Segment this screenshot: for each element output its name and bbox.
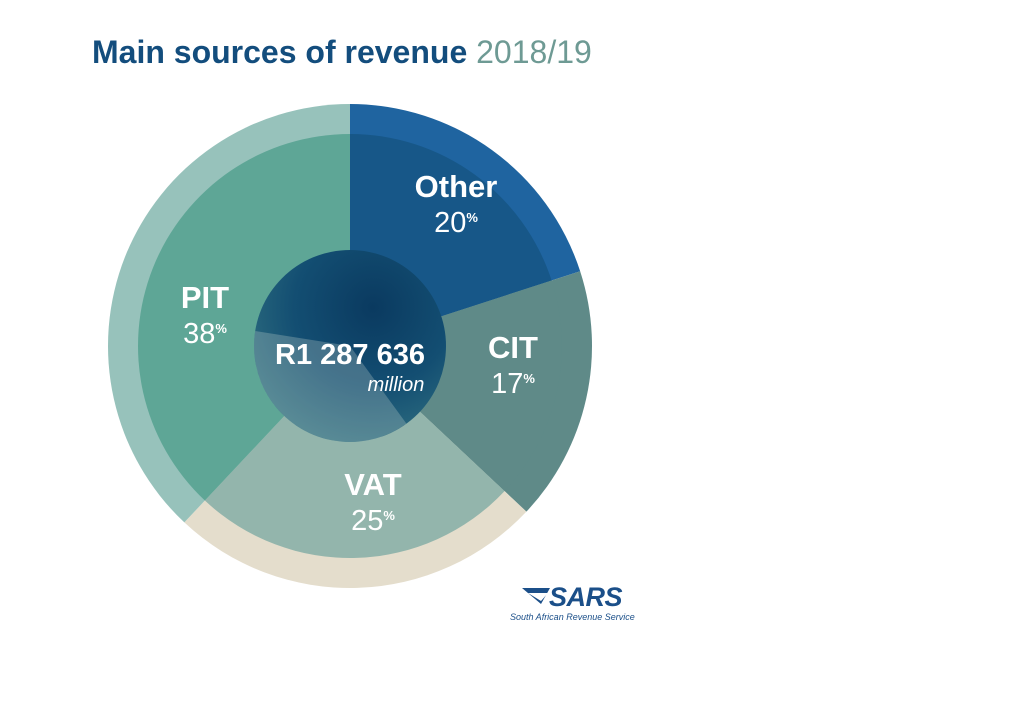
center-hub-sheen [253, 330, 407, 443]
slice-label-other: Other [415, 169, 498, 204]
sars-logo-wordmark: SARS [549, 582, 623, 612]
center-hub [254, 250, 446, 442]
sars-logo-tagline: South African Revenue Service [510, 612, 635, 622]
center-total-value: R1 287 636 [275, 339, 425, 371]
slice-label-cit: CIT [488, 330, 538, 365]
pie-slice-pit [138, 134, 350, 501]
sars-logo-mark [522, 588, 550, 604]
chart-title-main: Main sources of revenue [92, 34, 468, 70]
chart-title: Main sources of revenue 2018/19 [92, 30, 592, 74]
pie-slice-vat [204, 346, 505, 558]
center-total-unit: million [368, 374, 425, 396]
chart-title-year: 2018/19 [476, 34, 592, 70]
slice-label-vat: VAT [344, 467, 401, 502]
slice-label-pit: PIT [181, 280, 229, 315]
